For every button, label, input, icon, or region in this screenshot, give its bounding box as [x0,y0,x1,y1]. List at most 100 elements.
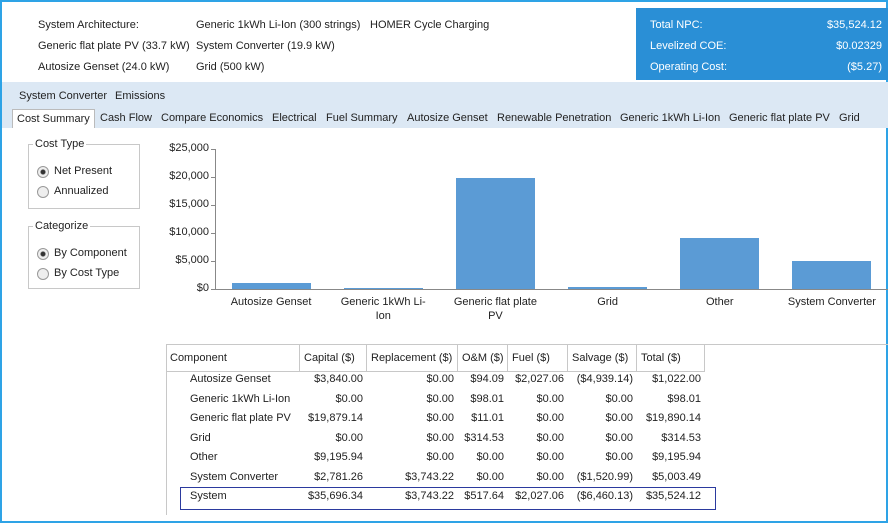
table-cell: $0.00 [536,412,564,424]
table-cell: $0.00 [335,392,363,405]
architecture-text: Grid (500 kW) [196,61,265,73]
table-cell: $0.00 [476,470,504,483]
column-header: Replacement ($) [367,345,458,372]
radio-label[interactable]: Annualized [54,185,109,197]
y-tick [211,177,215,178]
architecture-text: Generic flat plate PV (33.7 kW) [38,40,190,52]
radio-selected[interactable] [37,248,49,260]
tab[interactable]: Cost Summary [12,109,95,128]
summary-label: Total NPC: [650,19,703,31]
summary-box [636,8,888,80]
table-cell: $35,696.34 [307,490,363,502]
tab[interactable]: Autosize Genset [407,112,488,124]
table-cell: $3,743.22 [405,490,454,502]
table-cell: $517.64 [464,490,504,502]
table-cell: $5,003.49 [652,470,701,483]
y-tick [211,205,215,206]
table-cell: $2,027.06 [515,490,564,502]
table-cell: $9,195.94 [652,451,701,463]
x-tick-label: Grid [597,296,618,308]
x-tick-label: Autosize Genset [230,296,312,308]
x-tick-label: Generic flat plate PV [453,296,537,322]
table-cell: Grid [190,431,211,444]
architecture-text: Autosize Genset (24.0 kW) [38,61,170,73]
column-header: Fuel ($) [508,345,568,372]
table-cell: $1,022.00 [652,373,701,385]
y-tick-label: $15,000 [169,198,209,210]
table-cell: $0.00 [605,412,633,424]
radio-label[interactable]: By Component [54,247,127,259]
radio-label[interactable]: Net Present [54,165,113,177]
y-tick-label: $5,000 [175,254,209,266]
radio-selected[interactable] [37,166,49,178]
column-header: Total ($) [637,345,705,372]
summary-value: ($5.27) [847,61,882,73]
table-cell: Generic flat plate PV [190,412,291,424]
radio[interactable] [37,186,49,198]
bar [680,237,760,289]
table-cell: ($6,460.13) [576,490,633,502]
radio-label[interactable]: By Cost Type [54,267,120,279]
table-cell: $0.00 [536,451,564,463]
x-tick-label: Generic 1kWh Li-Ion [340,296,426,322]
table-cell: $0.00 [426,451,454,463]
table-cell: System [190,490,227,502]
table-cell: $314.53 [661,431,701,444]
table-cell: ($4,939.14) [576,373,633,385]
column-header: Component [166,345,300,372]
table-cell: $19,879.14 [307,412,363,424]
table-cell: $0.00 [605,431,633,444]
bar [792,260,872,289]
y-tick-label: $10,000 [169,226,209,238]
tab[interactable]: Renewable Penetration [497,112,612,124]
y-tick [211,261,215,262]
table-cell: $0.00 [426,373,454,385]
tab-band [2,82,888,128]
table-cell: System Converter [190,470,279,483]
table-cell: $35,524.12 [645,490,701,502]
table-cell: $2,027.06 [515,373,564,385]
table-cell: $3,743.22 [405,470,454,483]
table-cell: $19,890.14 [645,412,701,424]
tab[interactable]: Electrical [272,112,317,124]
column-header: Salvage ($) [568,345,637,372]
summary-value: $0.02329 [836,40,882,52]
tab[interactable]: Generic flat plate PV [729,112,830,124]
table-cell: $94.09 [470,373,504,385]
table-cell: $0.00 [426,392,454,405]
table-cell: $3,840.00 [314,373,363,385]
bar [231,283,311,289]
summary-label: Operating Cost: [650,61,728,73]
summary-label: Levelized COE: [650,40,727,52]
group-label: Categorize [33,220,91,232]
bar [455,177,535,289]
column-header: Capital ($) [300,345,367,372]
table-cell: $0.00 [605,392,633,405]
y-tick [211,149,215,150]
table-frame [166,344,888,515]
tab[interactable]: Compare Economics [161,112,264,124]
y-tick-label: $20,000 [169,170,209,182]
group-label: Cost Type [33,138,87,150]
table-cell: $0.00 [605,451,633,463]
tab[interactable]: Generic 1kWh Li-Ion [620,112,721,124]
table-cell: $0.00 [536,392,564,405]
architecture-text: Generic 1kWh Li-Ion (300 strings) [196,19,361,31]
tab[interactable]: Fuel Summary [326,112,398,124]
table-cell: Autosize Genset [190,373,271,385]
table-cell: $11.01 [471,412,504,424]
table-cell: $0.00 [476,451,504,463]
y-axis [215,149,216,289]
architecture-text: System Architecture: [38,19,139,31]
radio[interactable] [37,268,49,280]
tab[interactable]: System Converter [19,90,108,102]
tab[interactable]: Emissions [115,90,166,102]
table-cell: $98.01 [667,392,701,405]
tab[interactable]: Cash Flow [100,112,152,124]
tab[interactable]: Grid [839,112,860,124]
bar [343,288,423,289]
table-cell: $0.00 [426,431,454,444]
table-cell: Generic 1kWh Li-Ion [190,392,291,405]
table-cell: $9,195.94 [314,451,363,463]
